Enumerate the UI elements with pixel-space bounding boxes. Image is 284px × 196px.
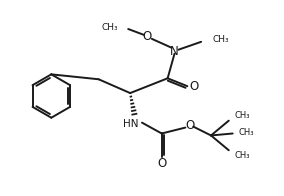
Text: CH₃: CH₃ <box>235 111 250 120</box>
Text: O: O <box>190 80 199 93</box>
Text: N: N <box>170 45 179 58</box>
Text: CH₃: CH₃ <box>213 35 229 44</box>
Text: CH₃: CH₃ <box>235 151 250 160</box>
Text: CH₃: CH₃ <box>239 128 254 137</box>
Text: O: O <box>186 119 195 132</box>
Text: O: O <box>157 157 166 170</box>
Text: O: O <box>142 30 152 43</box>
Text: HN: HN <box>124 119 139 129</box>
Text: CH₃: CH₃ <box>102 23 118 32</box>
